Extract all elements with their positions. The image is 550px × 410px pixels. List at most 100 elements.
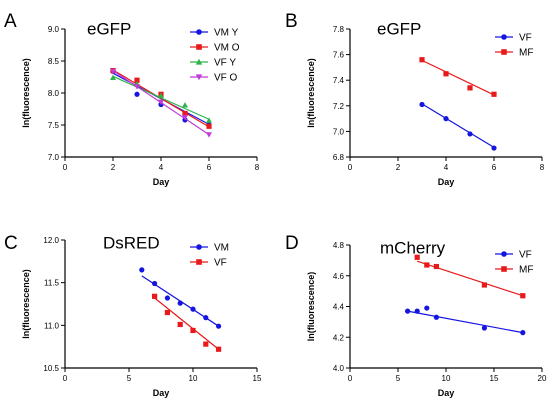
- legend-marker: [196, 244, 202, 250]
- y-tick-label: 4.2: [333, 333, 345, 342]
- data-point: [182, 102, 188, 108]
- x-axis-title: Day: [438, 177, 455, 187]
- panel-title: eGFP: [377, 19, 421, 38]
- panel-title: DsRED: [103, 233, 160, 252]
- data-point: [520, 293, 526, 299]
- x-tick-label: 4: [444, 163, 449, 172]
- y-tick-label: 7.5: [48, 121, 60, 130]
- data-point: [443, 71, 449, 77]
- data-point: [164, 309, 170, 316]
- data-point: [134, 91, 140, 97]
- legend-marker: [501, 251, 507, 257]
- legend-label: VF O: [214, 73, 238, 84]
- y-tick-label: 10.5: [43, 364, 59, 373]
- y-tick-label: 7.8: [333, 25, 345, 34]
- x-axis-title: Day: [153, 388, 170, 398]
- y-tick-label: 7.6: [333, 51, 345, 60]
- panel-title: eGFP: [87, 19, 131, 38]
- data-point: [177, 300, 183, 306]
- fit-line-mf: [421, 59, 495, 96]
- data-point: [405, 308, 411, 314]
- y-tick-label: 7.2: [333, 102, 345, 111]
- fit-line-vf: [154, 297, 219, 350]
- panel-title: mCherry: [380, 238, 446, 257]
- data-point: [152, 293, 158, 299]
- legend-marker: [501, 34, 507, 40]
- legend-marker: [195, 74, 203, 81]
- data-point: [424, 262, 430, 268]
- data-point: [433, 263, 439, 270]
- data-point: [419, 101, 425, 108]
- y-axis-title: ln(fluorescence): [306, 272, 316, 342]
- x-tick-label: 5: [396, 374, 401, 383]
- panel-letter: A: [4, 11, 17, 32]
- y-tick-label: 7.0: [48, 153, 60, 162]
- panel-letter: D: [285, 233, 299, 254]
- x-tick-label: 20: [538, 374, 547, 383]
- legend-marker: [196, 44, 202, 50]
- y-tick-label: 4.8: [333, 241, 345, 250]
- y-tick-label: 8.5: [48, 57, 60, 66]
- y-tick-label: 11.5: [44, 279, 60, 288]
- x-tick-label: 10: [442, 374, 451, 383]
- legend-label: MF: [519, 265, 533, 276]
- data-point: [414, 254, 420, 260]
- legend-marker: [501, 266, 507, 272]
- data-point: [216, 346, 222, 352]
- x-tick-label: 0: [348, 374, 353, 383]
- data-point: [467, 85, 473, 91]
- data-point: [110, 74, 116, 81]
- data-point: [467, 131, 473, 137]
- legend-label: VM: [214, 243, 229, 254]
- x-tick-label: 0: [63, 163, 68, 172]
- legend-label: VF Y: [214, 58, 236, 69]
- y-axis-title: ln(fluorescence): [21, 58, 31, 128]
- data-point: [481, 325, 487, 331]
- data-point: [216, 323, 222, 329]
- x-tick-label: 2: [111, 163, 116, 172]
- y-tick-label: 9.0: [48, 25, 60, 34]
- data-point: [190, 327, 196, 334]
- x-tick-label: 0: [348, 163, 353, 172]
- data-point: [134, 77, 140, 83]
- x-tick-label: 6: [492, 163, 497, 172]
- legend-label: VF: [519, 250, 532, 261]
- data-point: [491, 91, 497, 97]
- panel-letter: B: [285, 11, 298, 32]
- data-point: [158, 92, 164, 98]
- legend-label: VF: [519, 33, 532, 44]
- x-tick-label: 4: [159, 163, 164, 172]
- data-point: [139, 267, 145, 273]
- x-tick-label: 15: [253, 374, 262, 383]
- x-tick-label: 8: [540, 163, 545, 172]
- data-point: [419, 57, 425, 63]
- x-tick-label: 8: [255, 163, 260, 172]
- data-point: [110, 68, 116, 75]
- x-tick-label: 0: [63, 374, 68, 383]
- legend-label: MF: [519, 48, 533, 59]
- y-axis-title: ln(fluorescence): [21, 269, 31, 339]
- data-point: [206, 132, 212, 138]
- legend-label: VM O: [214, 43, 240, 54]
- legend-marker: [501, 49, 507, 55]
- x-tick-label: 10: [189, 374, 198, 383]
- data-point: [158, 99, 164, 105]
- data-point: [206, 123, 212, 129]
- fit-line-vf: [407, 310, 523, 334]
- data-point: [182, 110, 188, 117]
- fit-line-mf: [417, 260, 523, 297]
- data-point: [443, 116, 449, 122]
- data-point: [134, 84, 140, 90]
- x-axis-title: Day: [438, 388, 455, 398]
- data-point: [177, 321, 183, 328]
- y-tick-label: 11.0: [44, 321, 60, 330]
- y-axis-title: ln(fluorescence): [306, 58, 316, 128]
- x-tick-label: 5: [127, 374, 132, 383]
- y-tick-label: 12.0: [43, 236, 59, 245]
- data-point: [433, 314, 439, 320]
- data-point: [152, 280, 158, 287]
- data-point: [206, 117, 212, 123]
